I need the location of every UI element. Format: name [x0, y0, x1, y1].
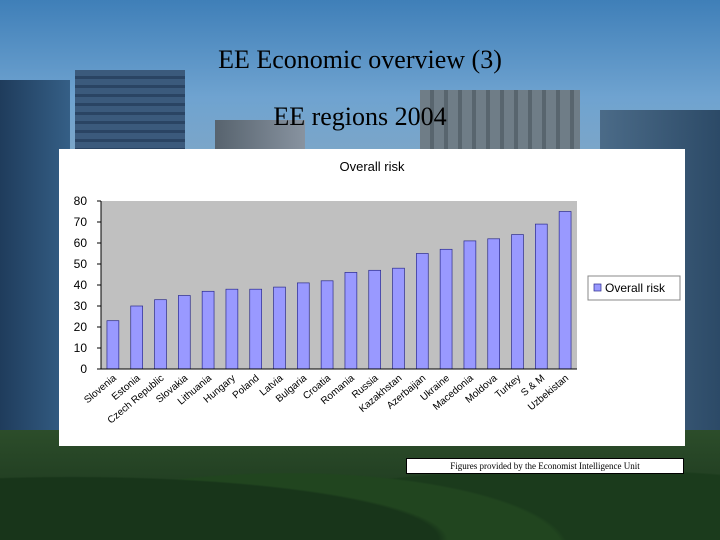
bar	[368, 269, 381, 370]
bar	[225, 288, 239, 370]
plot-area	[101, 201, 577, 369]
y-tick-label: 30	[74, 299, 88, 313]
y-tick-label: 0	[80, 362, 87, 376]
x-tick-label: Slovenia	[82, 373, 119, 406]
bar	[511, 234, 524, 370]
bar	[106, 320, 120, 370]
bar	[487, 238, 500, 370]
x-tick-label: Poland	[231, 373, 262, 401]
bar	[201, 290, 215, 370]
y-tick-label: 80	[74, 194, 88, 208]
slide-title: EE Economic overview (3)	[218, 45, 502, 74]
x-tick-label: Turkey	[493, 373, 523, 401]
bar	[177, 295, 191, 370]
y-tick-label: 70	[74, 215, 88, 229]
bar	[130, 305, 143, 370]
bar	[535, 223, 548, 370]
bars	[106, 211, 572, 370]
bar	[249, 288, 262, 370]
y-axis: 0 10 20 30 40 50 60 70 80	[74, 194, 102, 376]
y-tick-label: 10	[74, 341, 88, 355]
background-trees	[0, 430, 720, 540]
y-tick-label: 40	[74, 278, 88, 292]
legend-swatch	[593, 283, 602, 292]
bar	[154, 299, 167, 370]
bar	[320, 280, 334, 370]
bar	[416, 253, 429, 370]
bar	[273, 286, 286, 370]
bar	[558, 211, 572, 370]
y-tick-label: 60	[74, 236, 88, 250]
legend-box	[587, 275, 681, 301]
legend: Overall risk	[587, 275, 681, 301]
y-tick-label: 50	[74, 257, 88, 271]
bar	[463, 240, 477, 370]
bar	[344, 272, 358, 370]
legend-label: Overall risk	[605, 281, 666, 295]
bar	[439, 248, 453, 370]
y-tick-label: 20	[74, 320, 88, 334]
bar	[392, 267, 405, 370]
chart-title: Overall risk	[339, 159, 405, 174]
slide-subtitle: EE regions 2004	[273, 102, 447, 131]
footnote: Figures provided by the Economist Intell…	[406, 458, 684, 474]
chart-container: Overall risk 0 10 20 30 40 50 60 70 80 Slovenia E…	[59, 149, 685, 446]
bar-chart: Overall risk 0 10 20 30 40 50 60 70 80 SloveniaE…	[74, 159, 681, 426]
bar	[297, 282, 310, 370]
